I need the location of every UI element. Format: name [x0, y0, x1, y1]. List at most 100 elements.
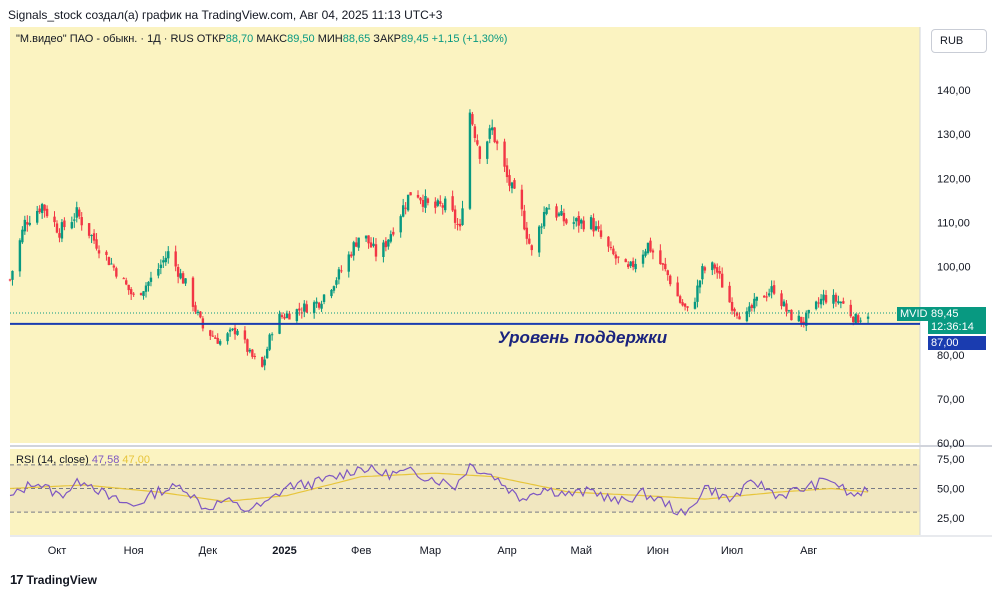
price-tick-label: 70,00 — [937, 394, 965, 406]
candle-body — [105, 251, 108, 256]
candle-body — [755, 296, 758, 301]
candle-body — [387, 239, 390, 247]
candle-body — [340, 270, 343, 272]
price-tick-label: 60,00 — [937, 438, 965, 450]
candle-body — [320, 303, 323, 309]
rsi-tick-label: 50,00 — [937, 484, 965, 496]
candle-body — [765, 296, 768, 298]
close-label: ЗАКР — [373, 33, 402, 45]
candle-body — [859, 320, 862, 322]
candle-body — [439, 201, 442, 204]
candle-body — [738, 316, 741, 320]
candle-body — [453, 209, 457, 223]
candle-body — [357, 237, 360, 248]
candle-body — [852, 316, 855, 323]
candle-body — [194, 305, 197, 312]
candle-body — [822, 294, 825, 301]
candle-body — [476, 140, 479, 145]
time-tick-label: Авг — [800, 545, 817, 557]
candle-body — [834, 294, 838, 302]
candle-body — [142, 291, 145, 296]
candle-body — [129, 289, 133, 295]
candle-body — [107, 257, 111, 266]
candle-body — [508, 175, 511, 186]
candle-body — [669, 275, 672, 285]
candle-body — [424, 196, 427, 208]
candle-body — [90, 235, 93, 237]
candle-body — [711, 262, 714, 271]
currency-button[interactable]: RUB — [931, 29, 987, 53]
support-price-tag: 87,00 — [928, 336, 986, 350]
candle-body — [303, 303, 306, 312]
candle-body — [800, 316, 803, 323]
candle-body — [686, 306, 689, 308]
candle-body — [87, 223, 91, 236]
candle-body — [456, 223, 459, 226]
candle-body — [218, 341, 222, 345]
candle-body — [824, 295, 828, 303]
candle-body — [666, 270, 669, 276]
candle-body — [265, 349, 269, 359]
high-value: 89,50 — [287, 33, 315, 45]
candle-body — [849, 304, 852, 317]
candle-body — [174, 251, 177, 267]
price-tick-label: 120,00 — [937, 173, 971, 185]
candle-body — [263, 359, 266, 366]
time-tick-label: 2025 — [272, 545, 296, 557]
candle-body — [609, 247, 613, 249]
footer[interactable]: 17 TradingView — [10, 572, 97, 587]
candle-body — [280, 315, 284, 317]
candle-body — [122, 278, 125, 280]
candle-body — [246, 339, 249, 352]
candle-body — [11, 270, 14, 280]
candle-body — [350, 254, 353, 257]
candle-body — [369, 242, 373, 248]
candle-body — [127, 284, 130, 291]
candle-body — [716, 267, 719, 273]
time-tick-label: Апр — [497, 545, 516, 557]
candle-body — [176, 267, 180, 277]
candle-body — [199, 311, 202, 318]
candle-body — [577, 215, 580, 226]
candle-body — [243, 330, 247, 340]
candle-body — [367, 235, 370, 244]
candle-body — [26, 222, 29, 225]
candle-body — [236, 330, 239, 335]
candle-body — [787, 310, 791, 312]
candle-body — [837, 301, 840, 304]
rsi-line — [9, 462, 869, 517]
symbol-legend[interactable]: "М.видео" ПАО - обыкн. · 1Д · RUS ОТКР88… — [16, 33, 507, 45]
candle-body — [807, 309, 810, 314]
candle-body — [196, 311, 200, 313]
candle-body — [819, 298, 823, 305]
rsi-legend[interactable]: RSI (14, close) 47,58 47,00 — [16, 454, 150, 466]
candle-body — [251, 349, 254, 357]
candle-body — [493, 127, 496, 143]
candle-body — [797, 315, 801, 322]
candle-body — [814, 301, 818, 309]
candle-body — [772, 285, 776, 294]
candle-body — [523, 210, 526, 230]
candle-body — [629, 261, 632, 266]
price-tick-label: 110,00 — [937, 217, 970, 229]
candle-body — [594, 226, 598, 231]
high-label: МАКС — [256, 33, 288, 45]
candle-body — [253, 355, 257, 357]
candle-body — [436, 200, 439, 206]
candle-body — [283, 316, 286, 319]
candle-body — [468, 112, 472, 209]
candle-body — [730, 301, 734, 311]
candle-body — [839, 302, 843, 304]
candle-body — [43, 204, 46, 211]
candle-body — [560, 211, 563, 216]
candle-body — [676, 282, 679, 297]
candle-body — [364, 235, 368, 239]
candle-body — [562, 212, 566, 222]
price-axis[interactable] — [920, 27, 992, 535]
candle-body — [78, 209, 81, 217]
candle-body — [505, 165, 509, 178]
candle-body — [540, 226, 543, 228]
countdown-tag: 12:36:14 — [928, 320, 986, 334]
price-tick-label: 80,00 — [937, 350, 965, 362]
